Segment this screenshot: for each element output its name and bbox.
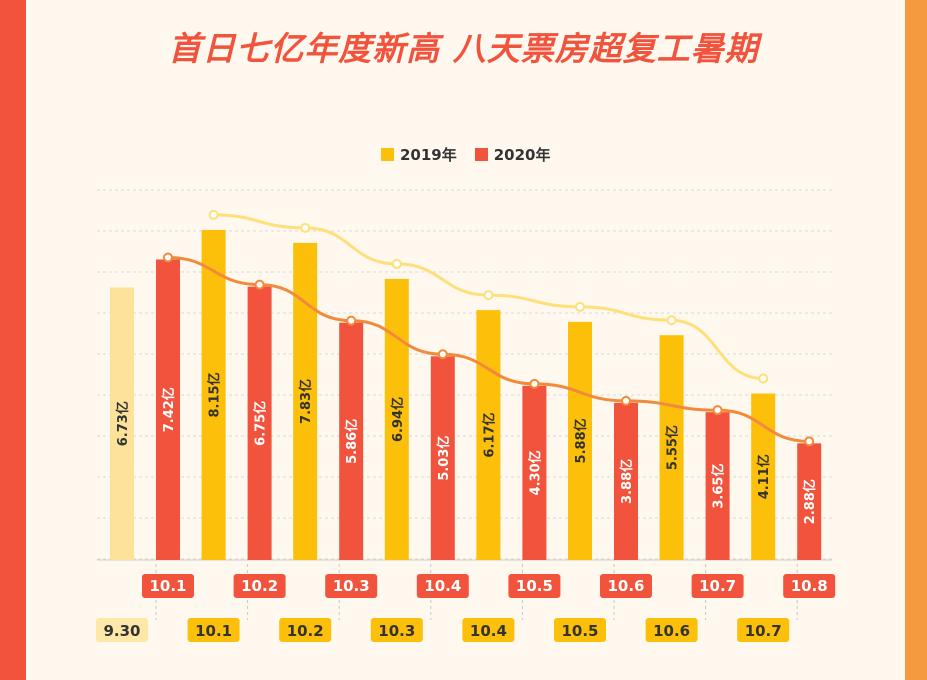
trend-point-2019 [208, 209, 219, 220]
day-tag-label-2019: 9.30 [103, 622, 140, 640]
trend-point-2020 [712, 405, 723, 416]
day-tag-label-2019: 10.3 [378, 622, 415, 640]
value-label-2019: 4.11亿 [756, 454, 772, 499]
value-label-2019: 6.17亿 [481, 413, 497, 458]
bar-2020 [614, 402, 638, 560]
value-label-2019: 6.73亿 [115, 401, 131, 446]
legend-label-2019: 2019年 [400, 146, 457, 164]
value-label-2019: 5.55亿 [665, 425, 681, 470]
bar-2020 [797, 443, 822, 560]
trend-point-2020 [804, 436, 815, 447]
day-tag-2019 [279, 618, 332, 642]
day-tag-label-2019: 10.4 [470, 622, 507, 640]
value-label-2019: 5.88亿 [573, 418, 589, 463]
day-tag-2020 [416, 574, 469, 598]
day-tag-2019 [554, 618, 606, 642]
day-tag-label-2020: 10.1 [149, 577, 186, 595]
day-tag-label-2020: 10.3 [333, 577, 370, 595]
day-tag-label-2019: 10.2 [287, 622, 324, 640]
bar-2019 [384, 278, 409, 560]
day-tag-2020 [600, 574, 652, 598]
day-tag-label-2020: 10.7 [699, 577, 736, 595]
day-tag-label-2020: 10.6 [607, 577, 644, 595]
bar-2020 [156, 259, 180, 560]
value-label-2020: 3.65亿 [711, 464, 727, 509]
trend-point-2020 [529, 378, 540, 389]
bar-2020 [247, 286, 272, 560]
trend-point-2020 [346, 315, 357, 326]
bar-2019 [201, 229, 226, 561]
value-label-2020: 2.88亿 [802, 479, 818, 524]
day-tag-2019 [462, 618, 515, 642]
trend-point-2020 [254, 279, 265, 290]
bar-2019 [476, 310, 501, 560]
bar-2020 [339, 322, 364, 560]
value-label-2019: 8.15亿 [207, 372, 223, 417]
day-tag-2019 [645, 618, 698, 642]
day-tag-2019 [187, 618, 240, 642]
legend-label-2020: 2020年 [493, 146, 551, 164]
day-tag-label-2019: 10.5 [561, 622, 598, 640]
day-tag-2020 [142, 574, 194, 598]
trend-point-2019 [575, 301, 585, 312]
trend-point-2019 [391, 258, 402, 269]
day-tag-2019 [96, 618, 148, 642]
bar-2019 [110, 287, 134, 560]
day-tag-2019 [370, 618, 423, 642]
trend-point-2020 [437, 349, 448, 360]
trend-point-2019 [483, 290, 494, 301]
value-label-2020: 5.03亿 [436, 436, 452, 481]
day-tag-2019 [737, 618, 790, 642]
trend-point-2020 [621, 395, 631, 406]
right-accent-bar [905, 0, 927, 680]
day-tag-2020 [325, 574, 378, 598]
legend-swatch-2020 [474, 148, 488, 161]
trend-point-2019 [300, 222, 311, 233]
day-tag-label-2019: 10.7 [745, 622, 782, 640]
legend-item-2020: 2020年 [474, 144, 551, 165]
bar-2020 [430, 356, 455, 560]
trend-point-2020 [163, 252, 173, 263]
bar-2020 [522, 385, 547, 560]
bar-2020 [705, 412, 730, 560]
value-label-2020: 5.86亿 [344, 419, 360, 464]
trend-point-2019 [666, 315, 677, 326]
value-label-2020: 6.75亿 [253, 401, 269, 446]
trend-line-2020 [167, 255, 810, 443]
bar-2019 [568, 321, 592, 560]
day-tag-2020 [508, 574, 561, 598]
trend-point-2019 [758, 373, 769, 384]
legend-swatch-2019 [381, 148, 394, 161]
value-label-2020: 4.30亿 [527, 450, 543, 495]
day-tag-2020 [233, 574, 286, 598]
day-tag-label-2019: 10.6 [653, 622, 690, 640]
left-accent-bar [0, 0, 26, 680]
day-tag-label-2020: 10.4 [424, 577, 461, 595]
day-tag-2020 [783, 574, 836, 598]
legend: 2019年 2020年 [381, 144, 551, 165]
value-label-2020: 7.42亿 [161, 387, 177, 432]
value-label-2020: 3.88亿 [619, 459, 635, 504]
day-tag-label-2020: 10.8 [791, 577, 828, 595]
day-tag-2020 [691, 574, 744, 598]
day-tag-label-2019: 10.1 [195, 622, 232, 640]
day-tag-label-2020: 10.5 [516, 577, 553, 595]
chart-title: 首日七亿年度新高 八天票房超复工暑期 [168, 29, 759, 68]
legend-item-2019: 2019年 [381, 144, 457, 165]
day-tag-label-2020: 10.2 [241, 577, 278, 595]
value-label-2019: 7.83亿 [298, 379, 314, 424]
value-label-2019: 6.94亿 [390, 397, 406, 442]
bar-2019 [659, 335, 684, 560]
